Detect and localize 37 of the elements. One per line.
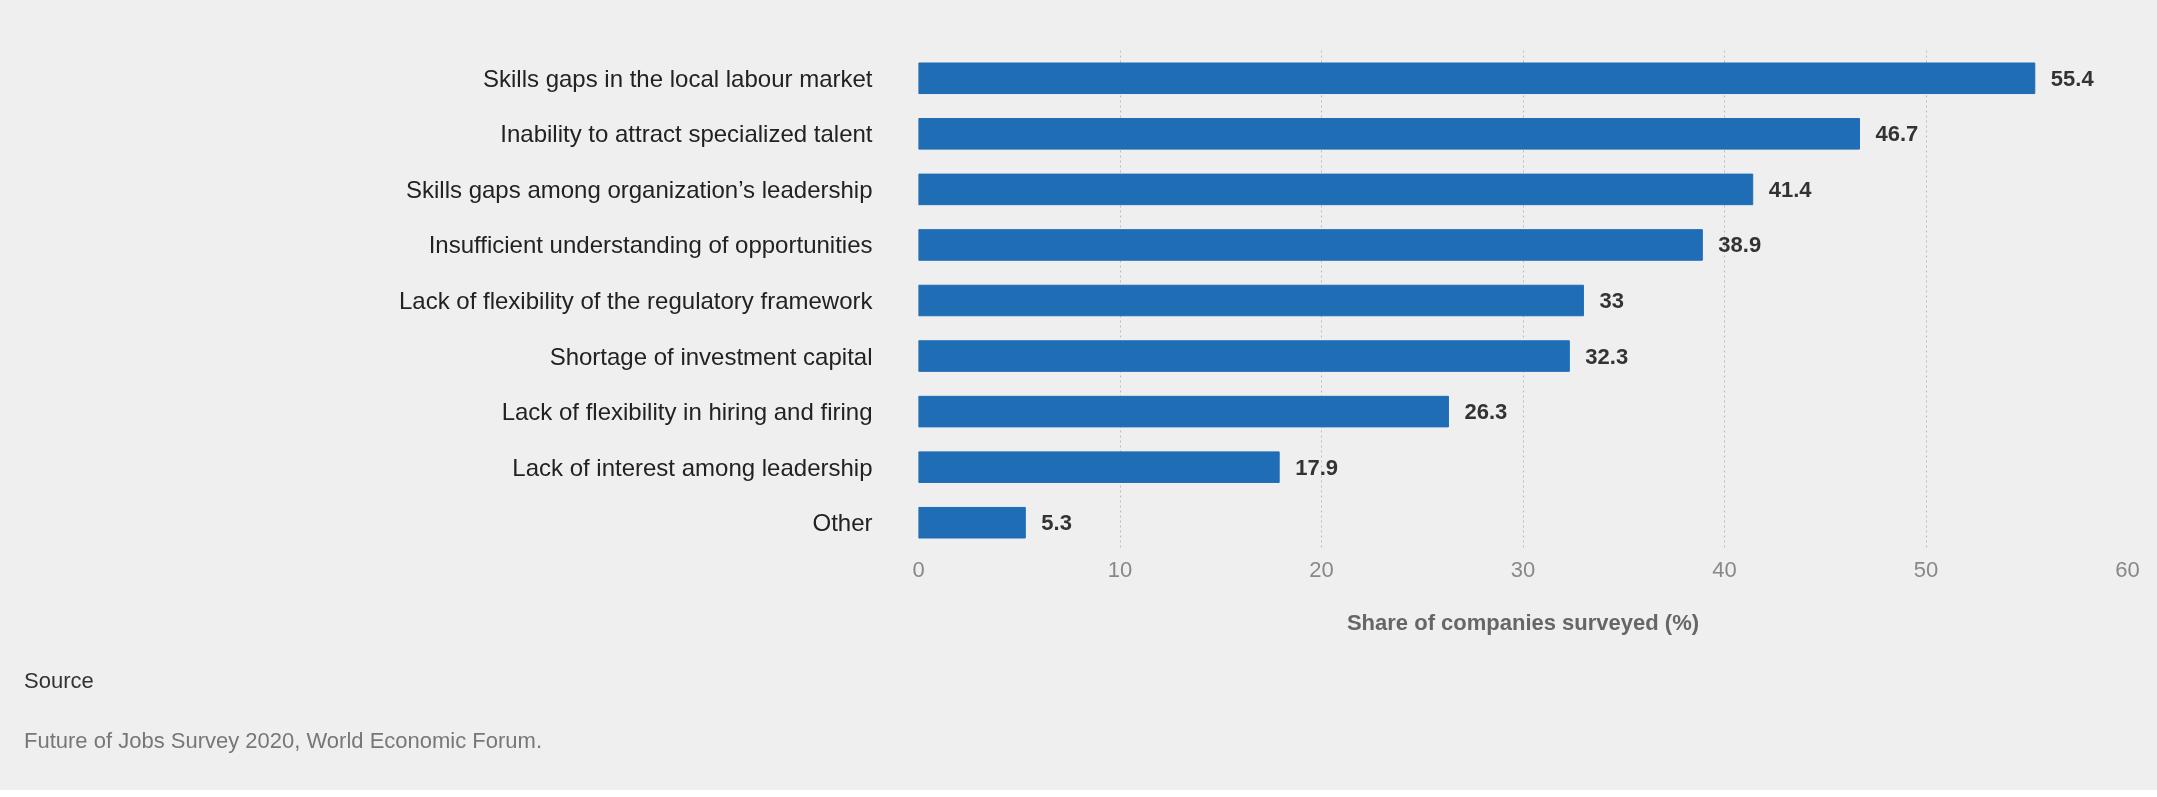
data-label: 46.7 bbox=[1875, 121, 1919, 147]
data-label: 41.4 bbox=[1768, 176, 1813, 202]
data-label: 17.9 bbox=[1295, 454, 1339, 480]
bar bbox=[918, 118, 1861, 150]
y-tick-label: Insufficient understanding of opportunities bbox=[428, 231, 873, 259]
data-label: 32.3 bbox=[1585, 343, 1629, 369]
y-tick-label: Lack of flexibility in hiring and firing bbox=[501, 398, 873, 426]
bar bbox=[918, 340, 1570, 372]
bar bbox=[918, 506, 1026, 539]
y-tick-label: Inability to attract specialized talent bbox=[500, 120, 873, 148]
x-tick-label: 20 bbox=[1309, 556, 1334, 582]
x-tick-label: 50 bbox=[1913, 556, 1939, 582]
bar bbox=[918, 451, 1280, 483]
bar bbox=[918, 284, 1584, 317]
x-tick-label: 60 bbox=[2115, 556, 2140, 582]
data-label: 55.4 bbox=[2050, 65, 2095, 91]
bar bbox=[918, 173, 1754, 206]
y-tick-label: Lack of flexibility of the regulatory framework bbox=[398, 287, 874, 314]
x-axis-title: Share of companies surveyed (%) bbox=[1346, 609, 1700, 635]
y-tick-label: Other bbox=[812, 509, 873, 537]
data-label: 5.3 bbox=[1041, 510, 1072, 536]
text: Future of Jobs Survey 2020, World Economic Forum. bbox=[24, 727, 543, 755]
x-tick-label: 30 bbox=[1510, 556, 1536, 582]
data-label: 33 bbox=[1599, 288, 1624, 313]
x-tick-label: 10 bbox=[1107, 556, 1133, 582]
x-tick-label: 40 bbox=[1712, 556, 1737, 582]
y-tick-label: Skills gaps in the local labour market bbox=[482, 64, 873, 92]
y-tick-label: Skills gaps among organization’s leadership bbox=[406, 175, 873, 203]
bar bbox=[918, 229, 1703, 261]
bar bbox=[918, 62, 2036, 95]
bar bbox=[918, 395, 1449, 428]
text: Source bbox=[24, 667, 94, 695]
data-label: 38.9 bbox=[1718, 232, 1762, 258]
x-tick-label: 0 bbox=[912, 556, 925, 582]
y-tick-label: Lack of interest among leadership bbox=[512, 453, 873, 481]
data-label: 26.3 bbox=[1464, 399, 1508, 425]
y-tick-label: Shortage of investment capital bbox=[549, 342, 873, 370]
